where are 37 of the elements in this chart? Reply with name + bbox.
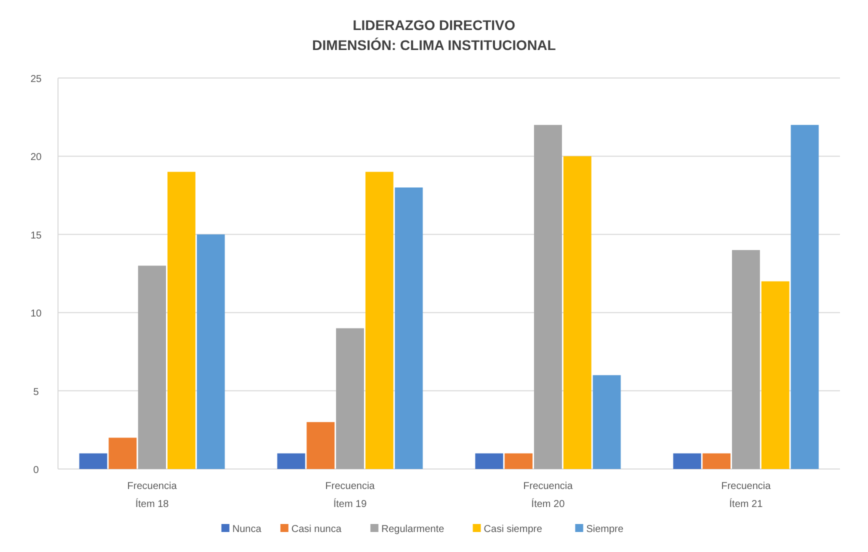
chart-title: LIDERAZGO DIRECTIVO [352,17,516,33]
bar [534,124,562,469]
y-tick-label: 25 [30,74,42,85]
x-tick-label: Frecuencia Ítem 20 [523,481,574,510]
bar [365,172,394,469]
bar [306,422,335,469]
bar [563,156,592,469]
legend-label: Regularmente [381,524,445,535]
legend-label: Nunca [232,524,262,535]
bar [504,453,533,469]
legend-label: Siempre [586,524,624,535]
y-tick-label: 15 [30,230,42,242]
x-tick-label: Frecuencia Ítem 19 [325,481,376,510]
bar [673,453,702,469]
bar [790,124,819,469]
bar [732,250,760,469]
bar [336,328,364,469]
bar [761,281,790,469]
bar [277,453,306,469]
bar [196,234,225,469]
bar [475,453,504,469]
y-tick-label: 20 [30,152,42,164]
bar [108,438,137,469]
x-tick-label: Frecuencia Ítem 21 [721,481,772,510]
y-tick-label: 5 [33,386,40,398]
bar [394,187,423,469]
legend-label: Casi siempre [484,524,543,535]
bar [167,172,196,469]
chart-subtitle: DIMENSIÓN: CLIMA INSTITUCIONAL [312,37,556,53]
bar [138,266,166,469]
x-tick-label: Frecuencia Ítem 18 [127,481,178,510]
legend-label: Casi nunca [291,524,342,535]
y-tick-label: 0 [33,465,40,476]
bar [702,453,731,469]
y-tick-label: 10 [30,308,42,320]
bar [79,453,108,469]
bar [592,375,621,469]
